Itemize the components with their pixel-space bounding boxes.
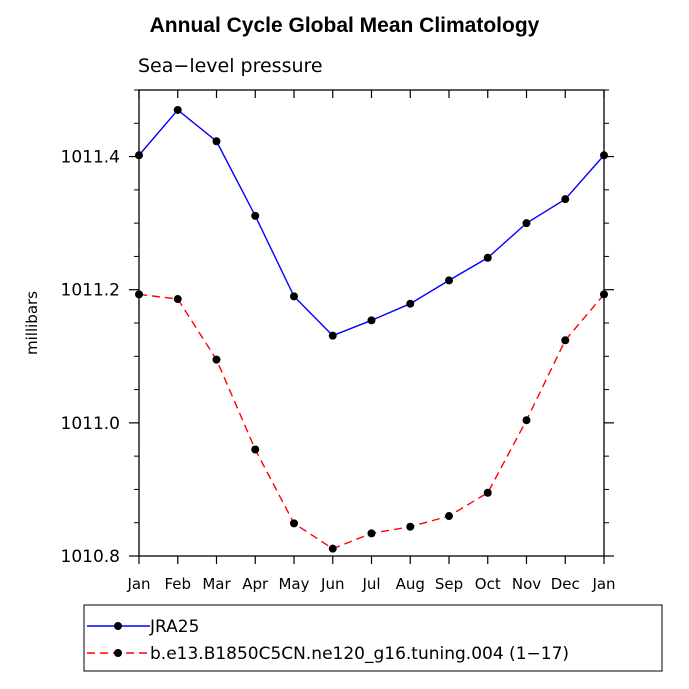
- data-point: [212, 355, 221, 364]
- chart-title: Annual Cycle Global Mean Climatology: [149, 14, 540, 37]
- legend-box: [83, 604, 663, 672]
- data-point: [600, 151, 608, 160]
- data-point: [406, 522, 415, 531]
- data-point: [251, 445, 260, 454]
- series-1: [135, 105, 608, 340]
- x-tick-label: Feb: [164, 575, 191, 593]
- data-point: [522, 416, 531, 425]
- chart-subtitle: Sea−level pressure: [138, 55, 323, 77]
- data-point: [445, 276, 453, 285]
- x-tick-label: Apr: [242, 575, 269, 593]
- data-point: [135, 290, 143, 299]
- data-point: [290, 519, 298, 528]
- data-point: [290, 292, 298, 301]
- data-point: [522, 219, 531, 228]
- legend-label: b.e13.B1850C5CN.ne120_g16.tuning.004 (1−…: [150, 644, 569, 664]
- x-tick-label: May: [278, 575, 309, 593]
- x-tick-label: Jul: [361, 575, 380, 593]
- data-point: [135, 151, 143, 160]
- y-tick-label: 1010.8: [61, 547, 120, 567]
- y-tick-label: 1011.0: [61, 414, 120, 434]
- data-point: [328, 331, 337, 340]
- legend-marker: [114, 622, 122, 630]
- x-tick-label: Jun: [320, 575, 344, 593]
- data-point: [445, 512, 453, 521]
- data-point: [561, 195, 570, 204]
- series-layer: [135, 105, 608, 553]
- x-tick-label: Jan: [591, 575, 615, 593]
- series-line: [138, 108, 605, 337]
- x-tick-label: Mar: [202, 575, 231, 593]
- data-point: [406, 299, 415, 308]
- x-tick-label: Nov: [512, 575, 541, 593]
- series-2: [135, 290, 608, 553]
- legend: JRA25 b.e13.B1850C5CN.ne120_g16.tuning.00…: [83, 604, 663, 672]
- data-point: [367, 529, 376, 538]
- data-point: [173, 295, 182, 304]
- data-point: [173, 105, 182, 114]
- legend-marker: [114, 649, 122, 657]
- data-point: [212, 137, 221, 146]
- y-axis-label: millibars: [23, 291, 41, 355]
- y-tick-label: 1011.2: [61, 281, 120, 301]
- series-line: [138, 293, 605, 550]
- data-point: [367, 316, 376, 325]
- plot-axes: Jan Feb Mar Apr May Jun Jul Aug Sep Oct Nov Dec Jan 1…: [61, 89, 616, 593]
- x-tick-label: Dec: [551, 575, 580, 593]
- data-point: [561, 336, 570, 345]
- legend-label: JRA25: [149, 617, 199, 637]
- x-tick-label: Jan: [126, 575, 150, 593]
- y-tick-label: 1011.4: [61, 148, 120, 168]
- data-point: [483, 253, 492, 262]
- data-point: [600, 290, 608, 299]
- data-point: [483, 488, 492, 497]
- x-tick-label: Sep: [435, 575, 463, 593]
- data-point: [251, 211, 260, 220]
- x-tick-label: Oct: [475, 575, 501, 593]
- x-tick-label: Aug: [396, 575, 425, 593]
- data-point: [328, 544, 337, 553]
